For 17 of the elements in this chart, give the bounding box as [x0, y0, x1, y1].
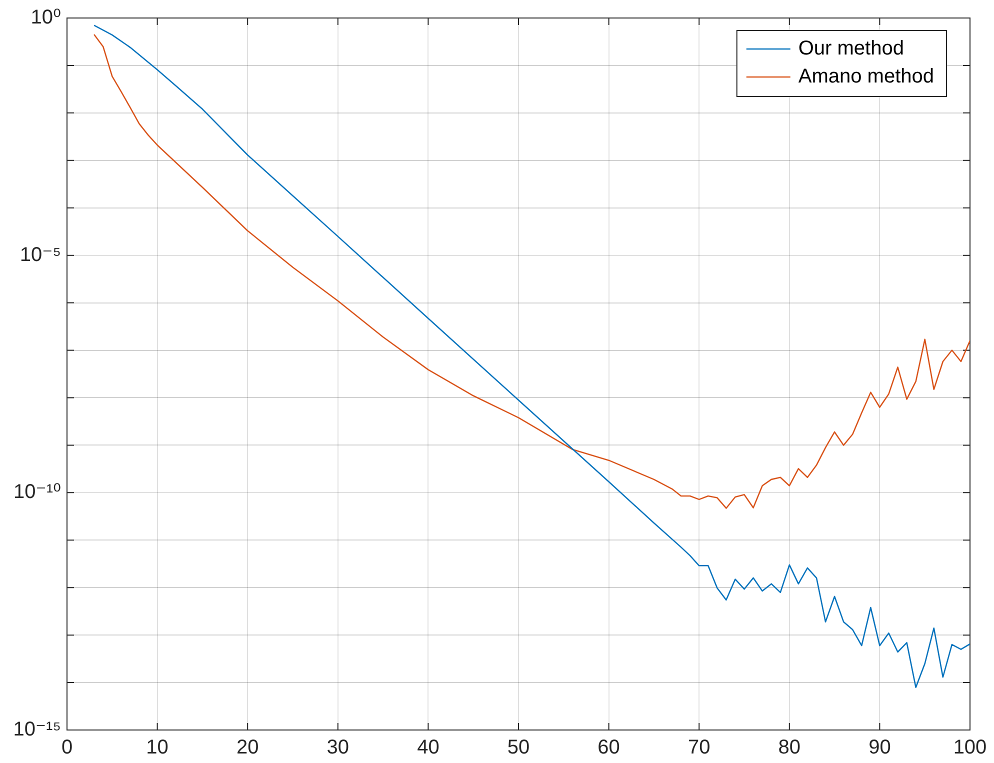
y-tick-label: 10⁰ [30, 6, 61, 29]
y-tick-label: 10⁻⁵ [20, 244, 61, 266]
x-tick-label: 50 [507, 736, 530, 759]
y-tick-label: 10⁻¹⁵ [13, 718, 61, 741]
x-tick-label: 60 [598, 736, 620, 759]
x-tick-label: 30 [326, 736, 350, 759]
x-tick-label: 100 [953, 736, 987, 759]
legend-label: Amano method [798, 66, 934, 88]
y-tick-label: 10⁻¹⁰ [14, 481, 61, 504]
x-tick-label: 40 [417, 736, 440, 759]
x-tick-label: 10 [146, 736, 168, 759]
legend-label: Our method [798, 38, 904, 60]
x-tick-label: 70 [688, 736, 710, 759]
x-tick-label: 90 [868, 736, 891, 759]
x-tick-label: 0 [61, 736, 73, 759]
x-tick-label: 80 [778, 736, 801, 759]
x-tick-label: 20 [236, 736, 259, 759]
